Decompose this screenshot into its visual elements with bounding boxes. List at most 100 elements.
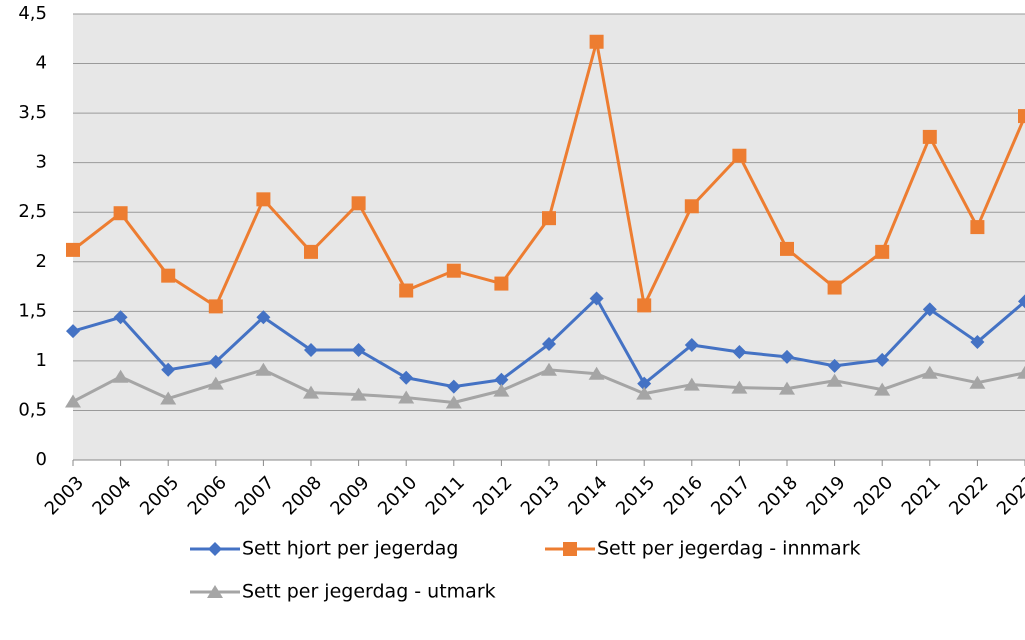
marker bbox=[589, 34, 604, 49]
x-tick-label: 2015 bbox=[612, 472, 659, 519]
x-tick-label: 2017 bbox=[707, 472, 754, 519]
x-tick-label: 2013 bbox=[517, 472, 564, 519]
marker bbox=[399, 370, 414, 385]
x-tick-label: 2012 bbox=[469, 472, 516, 519]
x-tick-label: 2014 bbox=[564, 472, 611, 519]
marker bbox=[304, 342, 318, 357]
marker bbox=[542, 337, 556, 352]
x-tick-label: 2019 bbox=[802, 472, 849, 519]
marker bbox=[637, 376, 652, 391]
marker bbox=[969, 375, 986, 389]
marker bbox=[350, 387, 367, 401]
marker bbox=[446, 379, 461, 394]
marker bbox=[445, 395, 462, 409]
marker bbox=[66, 242, 80, 257]
x-tick-label: 2007 bbox=[231, 472, 278, 519]
marker bbox=[922, 302, 937, 317]
marker bbox=[732, 344, 747, 359]
marker bbox=[731, 380, 748, 394]
x-tick-label: 2009 bbox=[326, 472, 373, 519]
marker bbox=[112, 369, 129, 383]
marker bbox=[208, 299, 223, 314]
marker bbox=[351, 342, 366, 357]
y-tick-label: 2,5 bbox=[18, 201, 47, 222]
legend-marker bbox=[207, 585, 223, 598]
marker bbox=[351, 196, 366, 211]
y-tick-label: 0,5 bbox=[18, 399, 47, 420]
marker bbox=[399, 283, 414, 298]
x-tick-label: 2023 bbox=[993, 472, 1025, 519]
x-tick-label: 2011 bbox=[422, 472, 469, 519]
marker bbox=[446, 263, 461, 278]
marker bbox=[494, 276, 509, 291]
marker bbox=[65, 394, 81, 408]
y-tick-label: 0 bbox=[36, 449, 47, 470]
x-tick-label: 2016 bbox=[660, 472, 707, 519]
marker bbox=[255, 362, 272, 376]
marker bbox=[208, 354, 223, 369]
legend-item: Sett per jegerdag - utmark bbox=[190, 581, 496, 603]
marker bbox=[826, 373, 843, 387]
y-tick-label: 1 bbox=[36, 350, 47, 371]
marker bbox=[589, 291, 604, 306]
marker bbox=[161, 362, 176, 377]
marker bbox=[732, 148, 747, 163]
marker bbox=[1018, 109, 1025, 124]
x-tick-label: 2006 bbox=[184, 472, 231, 519]
marker bbox=[780, 241, 794, 256]
x-tick-label: 2020 bbox=[850, 472, 897, 519]
x-tick-label: 2008 bbox=[279, 472, 326, 519]
legend-marker bbox=[208, 542, 222, 556]
marker bbox=[66, 324, 80, 339]
marker bbox=[161, 268, 176, 283]
y-tick-label: 3 bbox=[36, 152, 47, 173]
marker bbox=[970, 335, 985, 350]
marker bbox=[780, 349, 794, 364]
marker bbox=[1018, 294, 1025, 309]
x-tick-label: 2003 bbox=[41, 472, 88, 519]
marker bbox=[636, 386, 653, 400]
marker bbox=[303, 385, 319, 399]
marker bbox=[494, 372, 509, 387]
x-tick-label: 2004 bbox=[88, 472, 135, 519]
marker bbox=[588, 366, 605, 380]
marker bbox=[827, 280, 842, 295]
marker bbox=[1017, 365, 1025, 379]
y-tick-label: 1,5 bbox=[18, 300, 47, 321]
marker bbox=[875, 352, 890, 367]
marker bbox=[398, 390, 415, 404]
legend-item: Sett per jegerdag - innmark bbox=[545, 538, 861, 560]
legend-text: Sett hjort per jegerdag bbox=[242, 538, 459, 560]
x-tick-label: 2018 bbox=[755, 472, 802, 519]
y-tick-label: 3,5 bbox=[18, 102, 47, 123]
marker bbox=[256, 310, 271, 325]
marker bbox=[542, 211, 556, 226]
legend-text: Sett per jegerdag - innmark bbox=[597, 538, 861, 560]
marker bbox=[779, 381, 795, 395]
marker bbox=[637, 298, 652, 313]
x-tick-label: 2010 bbox=[374, 472, 421, 519]
marker bbox=[541, 362, 557, 376]
marker bbox=[683, 377, 700, 391]
marker bbox=[493, 383, 510, 397]
marker bbox=[160, 391, 177, 405]
legend-item: Sett hjort per jegerdag bbox=[190, 538, 459, 560]
marker bbox=[684, 338, 699, 353]
marker bbox=[207, 376, 224, 390]
marker bbox=[875, 244, 890, 259]
x-tick-label: 2005 bbox=[136, 472, 183, 519]
x-tick-label: 2021 bbox=[898, 472, 945, 519]
legend-marker bbox=[563, 542, 577, 556]
marker bbox=[970, 220, 985, 235]
x-tick-label: 2022 bbox=[945, 472, 992, 519]
y-tick-label: 4,5 bbox=[18, 3, 47, 24]
marker bbox=[256, 192, 271, 207]
y-tick-label: 4 bbox=[36, 53, 47, 74]
marker bbox=[304, 244, 318, 259]
marker bbox=[827, 358, 842, 373]
marker bbox=[874, 382, 891, 396]
marker bbox=[113, 206, 128, 221]
legend-text: Sett per jegerdag - utmark bbox=[242, 581, 496, 603]
y-tick-label: 2 bbox=[36, 251, 47, 272]
